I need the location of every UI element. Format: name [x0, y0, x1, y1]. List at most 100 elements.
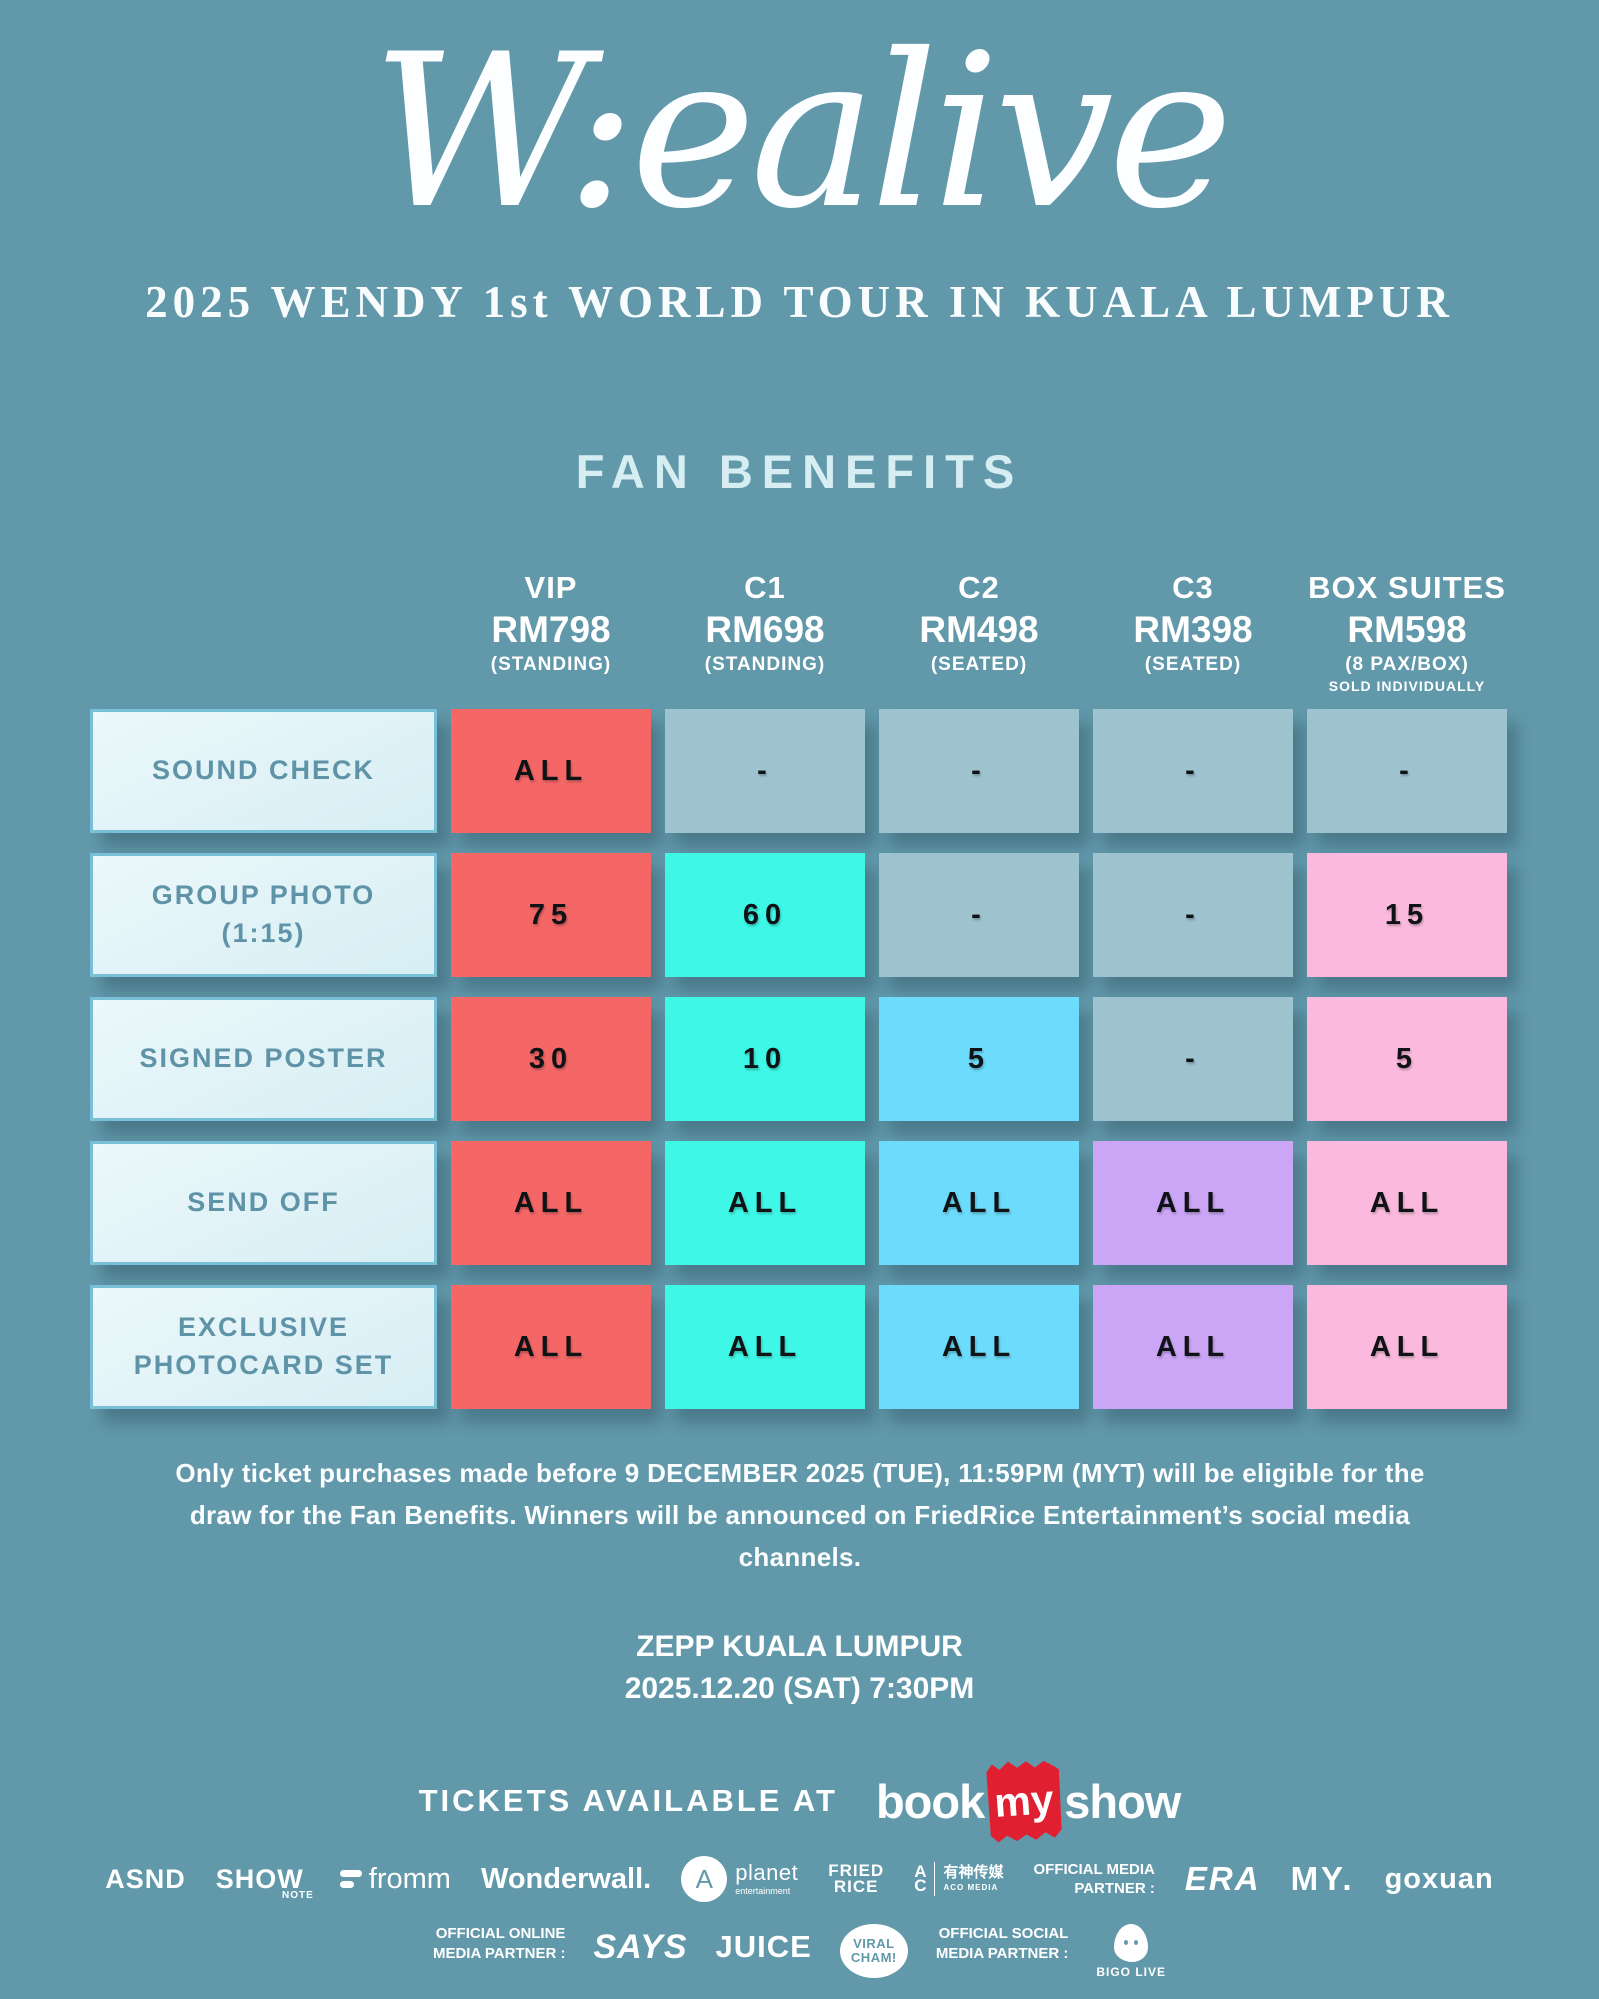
benefit-cell: ALL: [879, 1285, 1079, 1409]
tickets-available-label: TICKETS AVAILABLE AT: [418, 1783, 838, 1818]
row-label-signed-poster: SIGNED POSTER: [90, 997, 437, 1121]
era-logo: ERA: [1184, 1860, 1261, 1897]
benefit-cell: 15: [1307, 853, 1507, 977]
benefit-cell: -: [1093, 997, 1293, 1121]
bigo-mascot-icon: [1114, 1924, 1149, 1962]
planet-text: planet entertainment: [735, 1862, 798, 1896]
benefit-cell: -: [1093, 853, 1293, 977]
benefit-cell: -: [879, 853, 1079, 977]
venue-name: ZEPP KUALA LUMPUR: [636, 1630, 963, 1663]
benefit-cell: ALL: [451, 1141, 651, 1265]
aco-chinese-name: 有神传媒: [943, 1864, 1004, 1882]
aco-monogram-a: A: [914, 1862, 927, 1882]
ticket-price: RM498: [919, 609, 1039, 650]
tickets-row: TICKETS AVAILABLE AT book my show: [0, 1758, 1599, 1844]
benefit-cell: ALL: [1307, 1141, 1507, 1265]
row-label-group-photo: GROUP PHOTO (1:15): [90, 853, 437, 977]
ticket-type-note: (SEATED): [930, 654, 1028, 675]
viralcham-line1: VIRAL: [853, 1936, 895, 1952]
benefit-cell: ALL: [451, 709, 651, 833]
bigo-live-logo: BIGO LIVE: [1096, 1924, 1166, 1978]
bookmyshow-ticket-icon: my: [984, 1756, 1064, 1847]
fan-benefits-table: VIP RM798 (STANDING) C1 RM698 (STANDING)…: [90, 560, 1507, 1409]
fromm-icon: [339, 1870, 362, 1888]
column-header-vip: VIP RM798 (STANDING): [451, 560, 651, 689]
section-heading-fan-benefits: FAN BENEFITS: [575, 445, 1024, 498]
ticket-type-note: (8 PAX/BOX): [1345, 654, 1469, 675]
planet-entertainment-logo: A planet entertainment: [681, 1856, 798, 1902]
benefit-cell: 5: [879, 997, 1079, 1121]
benefit-cell: 5: [1307, 997, 1507, 1121]
tour-logo-title: W:ealive: [371, 8, 1234, 255]
ticket-category: C1: [744, 570, 786, 605]
ticket-price: RM598: [1347, 609, 1467, 650]
column-header-c3: C3 RM398 (SEATED): [1093, 560, 1293, 689]
asnd-logo: ASND: [105, 1863, 186, 1894]
ticket-price: RM798: [491, 609, 611, 650]
row-label-sound-check: SOUND CHECK: [90, 709, 437, 833]
ticket-category: VIP: [524, 570, 578, 605]
benefit-cell: ALL: [1093, 1141, 1293, 1265]
aco-monogram: A C: [914, 1862, 927, 1894]
aco-media-logo: A C 有神传媒 ACO MEDIA: [914, 1862, 1003, 1896]
aco-divider: [934, 1862, 936, 1896]
benefit-cell: -: [1093, 709, 1293, 833]
planet-sub: entertainment: [735, 1886, 791, 1896]
column-header-c2: C2 RM498 (SEATED): [879, 560, 1079, 689]
venue-block: ZEPP KUALA LUMPUR 2025.12.20 (SAT) 7:30P…: [0, 1626, 1599, 1710]
benefit-cell: 60: [665, 853, 865, 977]
shownote-logo: SHOW NOTE: [215, 1863, 313, 1901]
bookmyshow-book-text: book: [875, 1774, 985, 1828]
bigo-mascot-eye: [1134, 1940, 1139, 1945]
ticket-type-note: (STANDING): [704, 654, 826, 675]
viralcham-line2: CHAM!: [850, 1950, 897, 1965]
benefit-cell: ALL: [1307, 1285, 1507, 1409]
shownote-main-text: SHOW: [215, 1863, 304, 1894]
row-label-send-off: SEND OFF: [90, 1141, 437, 1265]
benefit-cell: 75: [451, 853, 651, 977]
bookmyshow-my-text: my: [993, 1775, 1056, 1826]
ticket-sold-note: SOLD INDIVIDUALLY: [1328, 678, 1486, 694]
benefit-cell: -: [665, 709, 865, 833]
bookmyshow-show-text: show: [1064, 1774, 1181, 1828]
official-social-media-partner-label: OFFICIAL SOCIAL MEDIA PARTNER :: [935, 1925, 1069, 1962]
ticket-price: RM398: [1133, 609, 1253, 650]
benefit-cell: ALL: [1093, 1285, 1293, 1409]
my-logo: MY.: [1290, 1860, 1355, 1897]
tour-subtitle: 2025 WENDY 1st WORLD TOUR IN KUALA LUMPU…: [145, 277, 1454, 327]
ticket-category: C2: [958, 570, 1000, 605]
friedrice-logo: FRIED RICE: [828, 1862, 884, 1896]
benefit-cell: -: [1307, 709, 1507, 833]
bigo-mascot-eye: [1124, 1940, 1129, 1945]
official-online-media-partner-label: OFFICIAL ONLINE MEDIA PARTNER :: [432, 1925, 566, 1962]
benefit-cell: 30: [451, 997, 651, 1121]
ticket-category: C3: [1172, 570, 1214, 605]
benefit-cell: ALL: [665, 1285, 865, 1409]
juice-logo: JUICE: [715, 1929, 812, 1964]
event-datetime: 2025.12.20 (SAT) 7:30PM: [624, 1672, 975, 1705]
bigo-live-text: BIGO LIVE: [1096, 1965, 1167, 1979]
aco-english-name: ACO MEDIA: [943, 1882, 999, 1892]
partner-logos-row-1: ASND SHOW NOTE fromm Wonderwall. A plane…: [0, 1856, 1599, 1902]
ticket-type-note: (STANDING): [490, 654, 612, 675]
bookmyshow-logo: book my show: [875, 1756, 1181, 1847]
fromm-text: fromm: [368, 1862, 451, 1895]
fromm-logo: fromm: [339, 1862, 451, 1896]
ticket-type-note: (SEATED): [1144, 654, 1242, 675]
wonderwall-logo: Wonderwall.: [480, 1862, 652, 1895]
row-label-exclusive-photocard-set: EXCLUSIVE PHOTOCARD SET: [90, 1285, 437, 1409]
planet-name: planet: [735, 1860, 799, 1885]
benefit-cell: 10: [665, 997, 865, 1121]
official-media-partner-label: OFFICIAL MEDIA PARTNER :: [1033, 1860, 1155, 1898]
planet-circle-icon: A: [681, 1856, 728, 1902]
shownote-sub-text: NOTE: [282, 1889, 314, 1901]
column-header-box-suites: BOX SUITES RM598 (8 PAX/BOX) SOLD INDIVI…: [1307, 560, 1507, 694]
benefit-cell: ALL: [879, 1141, 1079, 1265]
says-logo: SAYS: [593, 1928, 688, 1966]
friedrice-line2: RICE: [833, 1877, 879, 1896]
benefit-cell: ALL: [665, 1141, 865, 1265]
column-header-c1: C1 RM698 (STANDING): [665, 560, 865, 689]
ticket-price: RM698: [705, 609, 825, 650]
viralcham-logo: VIRAL CHAM!: [839, 1924, 908, 1978]
